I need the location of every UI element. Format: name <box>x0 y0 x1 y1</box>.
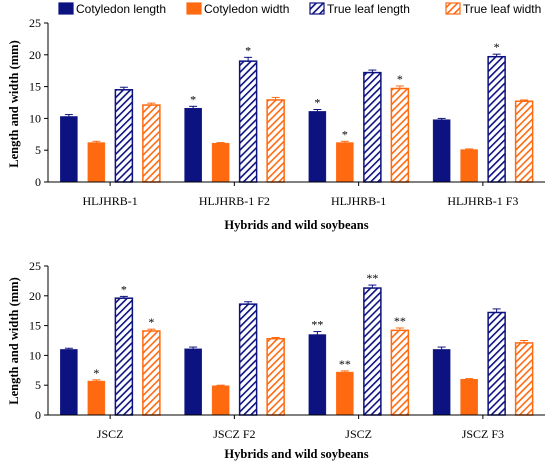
bar-true-leaf-length-2 <box>238 60 258 183</box>
bar-cotyledon-width-3 <box>336 371 354 416</box>
y-tick-label-25: 25 <box>29 16 41 30</box>
legend-label-true-leaf-length: True leaf length <box>327 2 410 16</box>
y-tick-label-25: 25 <box>29 259 41 273</box>
bar-true-leaf-width-3 <box>390 329 410 416</box>
bar-true-leaf-width-2 <box>266 99 285 183</box>
y-axis-title: Length and width (mm) <box>7 40 21 167</box>
significance-mark-cotyledon-length-3: ** <box>311 318 323 332</box>
x-tick-label-2: JSCZ F2 <box>213 427 255 441</box>
significance-mark-true-leaf-width-3: * <box>397 72 403 86</box>
x-tick-label-4: JSCZ F3 <box>462 427 504 441</box>
bar-cotyledon-width-2 <box>211 385 230 416</box>
y-tick-label-0: 0 <box>35 408 41 422</box>
significance-mark-true-leaf-width-1: * <box>148 315 154 329</box>
bar-true-leaf-length-4 <box>487 311 506 416</box>
y-tick-label-10: 10 <box>29 111 41 125</box>
y-axis-title: Length and width (mm) <box>7 277 21 404</box>
legend: Cotyledon length Cotyledon width True leaf… <box>58 2 541 16</box>
x-axis-title: Hybrids and wild soybeans <box>224 447 368 461</box>
x-tick-label-1: HLJHRB-1 <box>82 194 137 208</box>
bar-true-leaf-width-1 <box>142 330 161 416</box>
legend-swatch-true-leaf-width <box>445 2 461 15</box>
significance-mark-true-leaf-length-1: * <box>121 282 127 296</box>
significance-mark-cotyledon-length-2: * <box>190 92 196 106</box>
bar-cotyledon-width-1 <box>87 142 106 183</box>
significance-mark-true-leaf-length-3: ** <box>366 271 378 285</box>
bar-cotyledon-width-4 <box>460 378 478 416</box>
bar-cotyledon-width-2 <box>211 142 230 183</box>
bar-true-leaf-length-1 <box>114 89 134 183</box>
significance-mark-cotyledon-width-3: * <box>342 127 348 141</box>
y-tick-label-20: 20 <box>29 48 41 62</box>
significance-mark-true-leaf-length-2: * <box>245 43 251 57</box>
bar-cotyledon-length-1 <box>60 349 78 416</box>
bar-cotyledon-width-1 <box>87 380 106 416</box>
y-tick-label-15: 15 <box>29 319 41 333</box>
significance-mark-true-leaf-length-4: * <box>494 40 500 54</box>
bar-true-leaf-width-3 <box>390 87 410 183</box>
x-tick-label-2: HLJHRB-1 F2 <box>199 194 270 208</box>
bar-cotyledon-width-4 <box>460 149 478 183</box>
bar-cotyledon-width-3 <box>336 142 354 183</box>
bar-true-leaf-width-2 <box>266 337 285 416</box>
y-tick-label-15: 15 <box>29 80 41 94</box>
bar-cotyledon-length-3 <box>308 111 327 183</box>
x-tick-label-4: HLJHRB-1 F3 <box>447 194 518 208</box>
bar-true-leaf-length-3 <box>363 287 382 416</box>
bar-cotyledon-length-2 <box>184 348 202 416</box>
legend-swatch-true-leaf-length <box>309 2 325 15</box>
bar-true-leaf-length-1 <box>114 297 134 416</box>
significance-mark-cotyledon-length-3: * <box>314 95 320 109</box>
legend-label-cotyledon-width: Cotyledon width <box>204 2 289 16</box>
y-tick-label-20: 20 <box>29 289 41 303</box>
significance-mark-cotyledon-width-1: * <box>93 366 99 380</box>
legend-swatch-cotyledon-length <box>58 2 74 15</box>
bar-true-leaf-length-4 <box>487 55 506 183</box>
significance-mark-cotyledon-width-3: ** <box>339 357 351 371</box>
x-axis-title: Hybrids and wild soybeans <box>224 218 368 232</box>
legend-swatch-cotyledon-width <box>186 2 202 15</box>
y-tick-label-5: 5 <box>35 378 41 392</box>
bar-cotyledon-length-2 <box>184 107 202 183</box>
bar-true-leaf-length-3 <box>363 71 382 183</box>
chart-panel-hljhrb: * * * * * * 0 5 10 15 20 25 HLJHRB-1 HLJHRB-1 F2 HLJHR… <box>7 16 545 232</box>
x-tick-label-1: JSCZ <box>97 427 124 441</box>
bar-true-leaf-width-1 <box>142 104 161 183</box>
x-tick-label-3: HLJHRB-1 <box>331 194 386 208</box>
bar-cotyledon-length-4 <box>432 349 451 416</box>
y-tick-label-0: 0 <box>35 175 41 189</box>
bar-true-leaf-width-4 <box>514 342 534 416</box>
bar-cotyledon-length-1 <box>60 116 78 183</box>
legend-label-cotyledon-length: Cotyledon length <box>76 2 166 16</box>
bar-true-leaf-length-2 <box>238 303 258 416</box>
x-tick-label-3: JSCZ <box>345 427 372 441</box>
bar-cotyledon-length-3 <box>308 334 327 416</box>
bar-cotyledon-length-4 <box>432 119 451 183</box>
legend-label-true-leaf-width: True leaf width <box>463 2 541 16</box>
significance-mark-true-leaf-width-3: ** <box>394 314 406 328</box>
y-tick-label-5: 5 <box>35 143 41 157</box>
y-tick-label-10: 10 <box>29 348 41 362</box>
bar-true-leaf-width-4 <box>514 100 534 183</box>
